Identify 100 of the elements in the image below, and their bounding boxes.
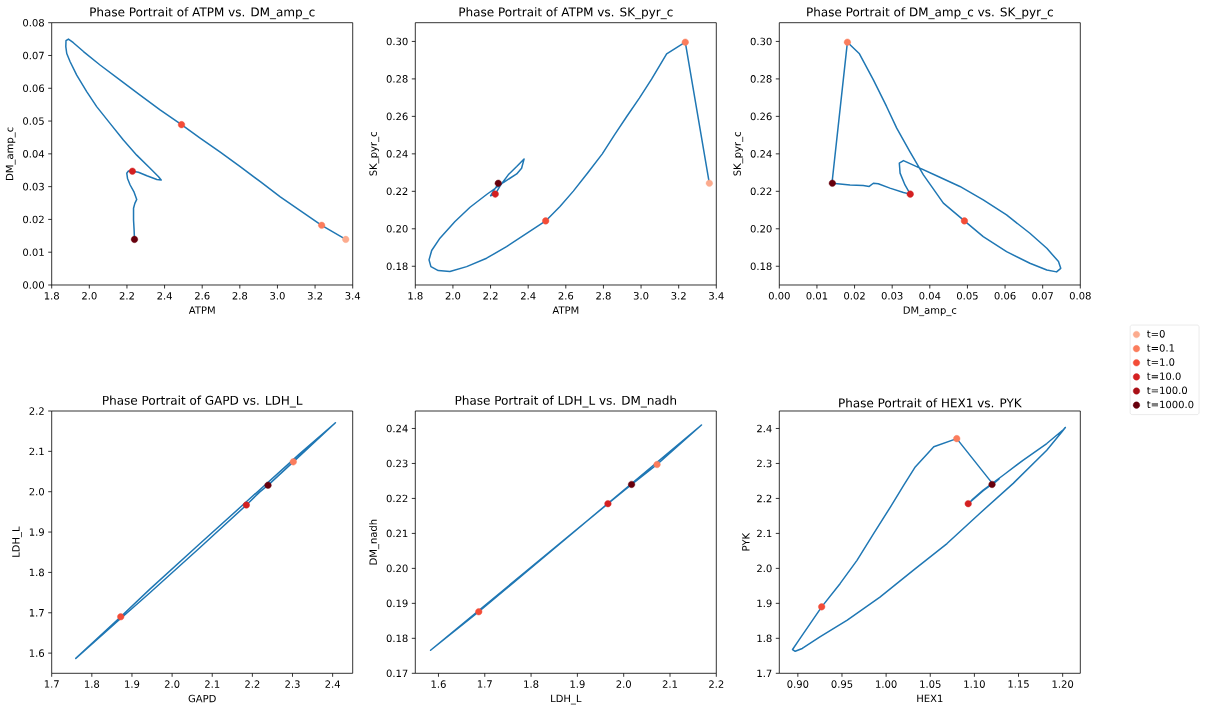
y-tick-label: 0.06 xyxy=(23,84,45,93)
y-tick-label: 0.22 xyxy=(386,494,408,503)
x-axis-title: ATPM xyxy=(188,306,215,314)
legend-label: t=0 xyxy=(1147,330,1165,338)
point xyxy=(953,435,961,443)
y-axis-title: PYK xyxy=(742,532,750,551)
x-tick-label: 1.05 xyxy=(920,680,941,688)
x-tick-label: 2.0 xyxy=(616,680,631,688)
x-tick-label: 0.08 xyxy=(1069,292,1091,300)
line-series xyxy=(791,426,1067,653)
y-tick-label: 0.02 xyxy=(23,215,44,224)
chart-title: Phase Portrait of ATPM vs. DM_amp_c xyxy=(90,7,315,20)
x-tick-label: 0.90 xyxy=(787,680,809,688)
x-tick-label: 1.00 xyxy=(876,680,897,688)
y-tick-label: 0.19 xyxy=(386,599,408,608)
y-tick-label: 0.17 xyxy=(386,669,408,678)
x-tick-label: 0.00 xyxy=(768,292,790,300)
x-tick-label: 0.07 xyxy=(1032,292,1053,300)
chart-title: Phase Portrait of DM_amp_c vs. SK_pyr_c xyxy=(807,7,1053,20)
x-tick-label: 3.0 xyxy=(270,292,285,300)
y-tick-label: 0.20 xyxy=(386,224,408,233)
x-tick-label: 1.9 xyxy=(125,680,140,688)
y-tick-label: 0.21 xyxy=(386,529,408,538)
y-tick-label: 0.22 xyxy=(386,187,408,196)
y-tick-label: 0.03 xyxy=(23,182,44,191)
y-tick-label: 2.2 xyxy=(757,494,772,503)
y-tick-label: 0.20 xyxy=(750,224,772,233)
legend-label: t=0.1 xyxy=(1147,344,1175,352)
point xyxy=(128,167,136,175)
y-tick-label: 2.3 xyxy=(757,459,772,468)
legend-label: t=100.0 xyxy=(1147,386,1188,395)
point xyxy=(604,500,612,508)
x-tick-label: 3.2 xyxy=(671,292,686,300)
x-tick-label: 1.7 xyxy=(477,680,492,688)
y-tick-label: 0.24 xyxy=(386,150,408,158)
point xyxy=(289,458,297,466)
y-tick-label: 0.00 xyxy=(23,281,45,289)
point xyxy=(628,480,636,488)
point xyxy=(906,190,914,198)
point xyxy=(705,179,713,187)
x-tick-label: 0.02 xyxy=(844,292,865,300)
x-tick-label: 1.8 xyxy=(84,680,100,688)
x-tick-label: 2.0 xyxy=(82,292,97,300)
x-tick-label: 0.06 xyxy=(994,292,1016,300)
point xyxy=(960,217,968,225)
y-tick-label: 0.26 xyxy=(386,112,408,121)
y-tick-label: 2.4 xyxy=(757,424,772,433)
point xyxy=(491,190,499,198)
point xyxy=(242,501,250,509)
y-tick-label: 0.23 xyxy=(386,459,408,468)
x-tick-label: 0.03 xyxy=(881,292,903,300)
legend-label: t=1000.0 xyxy=(1147,400,1194,409)
point xyxy=(843,38,851,46)
x-tick-label: 2.4 xyxy=(157,292,172,300)
y-tick-label: 1.7 xyxy=(757,669,772,677)
x-tick-label: 2.0 xyxy=(445,292,461,300)
y-tick-label: 0.28 xyxy=(386,75,408,83)
chart-title: Phase Portrait of LDH_L vs. DM_nadh xyxy=(455,395,677,408)
x-tick-label: 2.0 xyxy=(164,680,180,688)
point xyxy=(653,461,661,469)
y-tick-label: 0.01 xyxy=(23,248,44,256)
line-series xyxy=(75,421,337,660)
point xyxy=(964,500,972,508)
x-tick-label: 2.8 xyxy=(596,292,611,300)
point xyxy=(828,179,836,187)
point xyxy=(818,603,826,611)
x-tick-label: 2.2 xyxy=(119,292,134,300)
y-tick-label: 0.20 xyxy=(386,564,408,573)
point xyxy=(130,235,138,243)
x-axis-title: DM_amp_c xyxy=(903,306,957,317)
x-tick-label: 1.15 xyxy=(1008,680,1029,688)
y-tick-label: 2.1 xyxy=(757,529,772,538)
x-tick-label: 2.4 xyxy=(520,292,536,300)
x-axis-title: LDH_L xyxy=(551,694,582,705)
legend-label: t=1.0 xyxy=(1147,358,1175,366)
y-axis-title: DM_nadh xyxy=(369,519,380,565)
x-tick-label: 2.1 xyxy=(662,680,678,688)
point xyxy=(988,480,996,488)
y-axis-title: SK_pyr_c xyxy=(733,132,744,176)
x-tick-label: 2.4 xyxy=(325,680,341,688)
x-tick-label: 2.6 xyxy=(194,292,210,300)
x-tick-label: 1.8 xyxy=(408,292,423,300)
y-tick-label: 0.04 xyxy=(23,150,45,158)
chart-title: Phase Portrait of HEX1 vs. PYK xyxy=(839,398,1022,408)
point xyxy=(264,481,272,489)
point xyxy=(342,235,350,243)
x-tick-label: 1.8 xyxy=(524,680,539,688)
y-tick-label: 0.30 xyxy=(386,37,408,46)
x-tick-label: 1.7 xyxy=(44,680,59,688)
point xyxy=(542,217,550,225)
y-tick-label: 2.0 xyxy=(757,564,772,573)
y-tick-label: 0.18 xyxy=(386,634,408,643)
x-tick-label: 1.10 xyxy=(964,680,985,688)
point xyxy=(681,38,689,46)
y-tick-label: 0.18 xyxy=(750,262,772,271)
chart-title: Phase Portrait of ATPM vs. SK_pyr_c xyxy=(459,7,673,20)
y-tick-label: 2.2 xyxy=(29,407,44,415)
y-tick-label: 0.30 xyxy=(750,37,772,46)
legend-label: t=10.0 xyxy=(1147,372,1181,380)
y-tick-label: 1.8 xyxy=(757,634,772,643)
